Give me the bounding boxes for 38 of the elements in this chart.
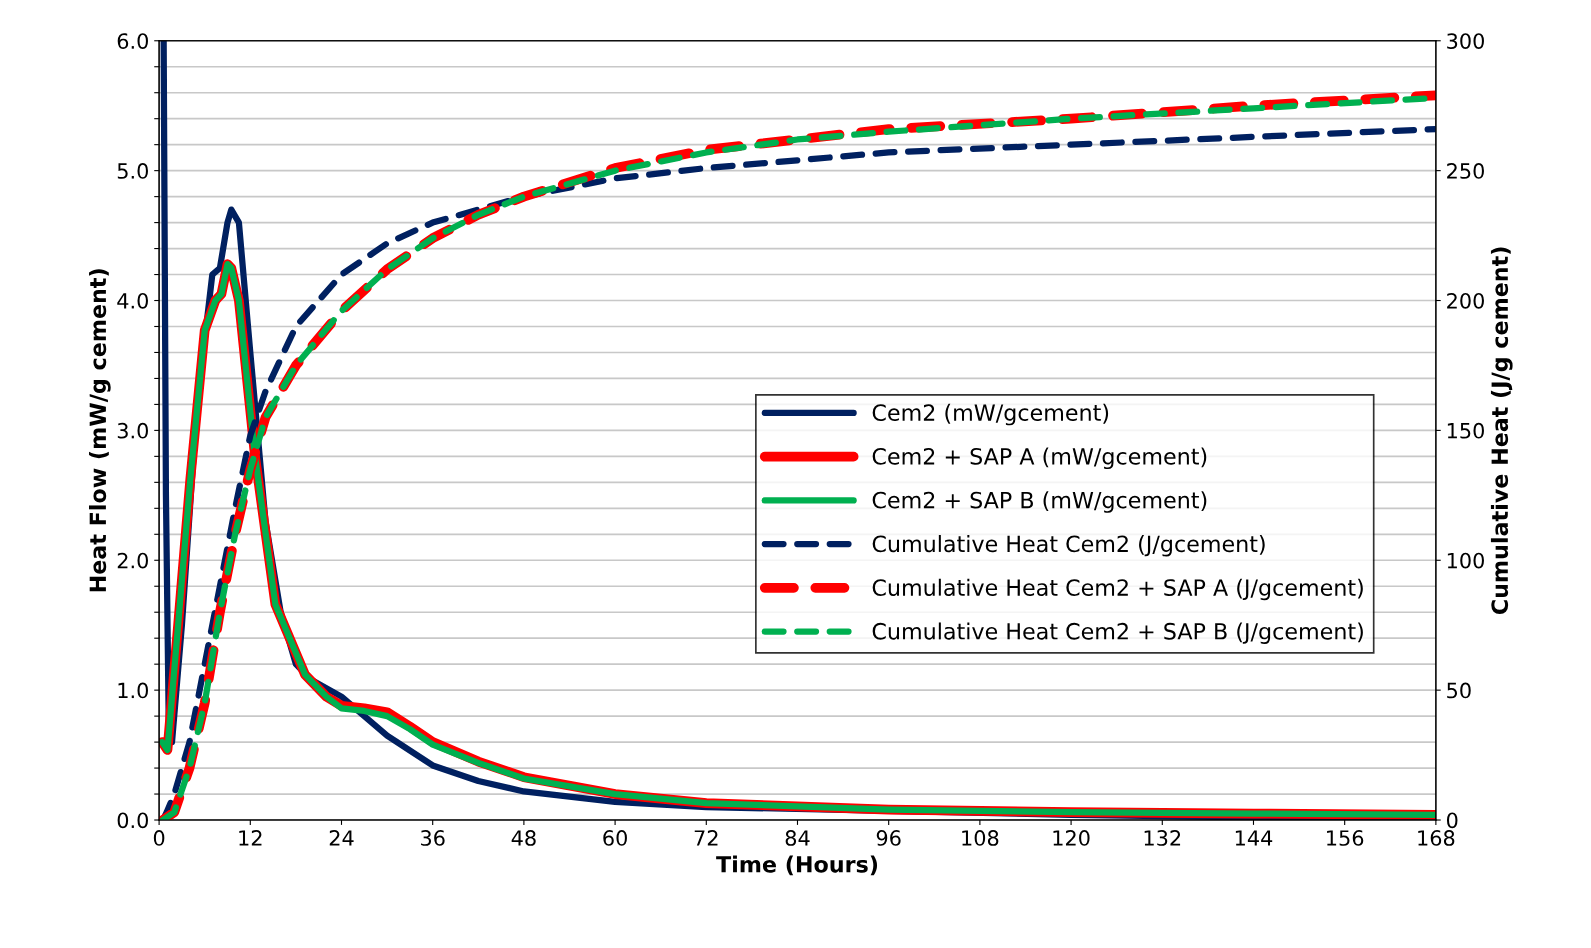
legend-label: Cem2 (mW/gcement) [872,403,1109,426]
y2-tick-label: 100 [1447,552,1484,569]
y-tick-label: 6.0 [117,33,148,49]
y2-tick-label: 0 [1446,812,1458,829]
x-axis-title: Time (Hours) [716,855,878,876]
x-tick-label: 144 [1235,830,1273,846]
x-tick-label: 108 [962,830,999,846]
x-tick-label: 12 [239,830,262,846]
x-tick-label: 36 [421,830,445,846]
y-tick-label: 1.0 [118,682,148,699]
y-axis-title: Heat Flow (mW/g cement) [89,269,111,592]
x-tick-label: 168 [1418,830,1455,846]
y2-tick-label: 200 [1447,292,1484,309]
y-tick-label: 3.0 [117,422,148,439]
y2-tick-label: 150 [1447,422,1484,439]
y2-tick-label: 50 [1447,682,1471,699]
x-tick-label: 0 [153,830,165,846]
x-tick-label: 84 [785,830,810,846]
x-tick-label: 132 [1144,830,1181,846]
y-tick-label: 5.0 [117,163,148,179]
y-tick-label: 0.0 [117,812,148,829]
x-tick-label: 96 [876,830,901,846]
y2-axis-title: Cumulative Heat (J/g cement) [1490,247,1513,615]
x-tick-label: 120 [1053,830,1090,846]
legend-label: Cumulative Heat Cem2 + SAP B (J/gcement) [872,622,1363,644]
y-tick-label: 2.0 [117,552,148,569]
legend-label: Cem2 + SAP A (mW/gcement) [872,447,1207,470]
x-tick-label: 72 [694,830,718,846]
y-tick-label: 4.0 [117,292,148,309]
y2-tick-label: 250 [1447,163,1484,179]
x-tick-label: 156 [1327,830,1364,846]
x-tick-label: 60 [603,830,627,846]
legend-label: Cumulative Heat Cem2 (J/gcement) [872,535,1265,557]
x-tick-label: 48 [511,830,536,846]
legend-label: Cumulative Heat Cem2 + SAP A (J/gcement) [872,578,1363,601]
y2-tick-label: 300 [1447,33,1484,49]
x-tick-label: 24 [329,830,354,846]
legend-label: Cem2 + SAP B (mW/gcement) [872,491,1207,513]
